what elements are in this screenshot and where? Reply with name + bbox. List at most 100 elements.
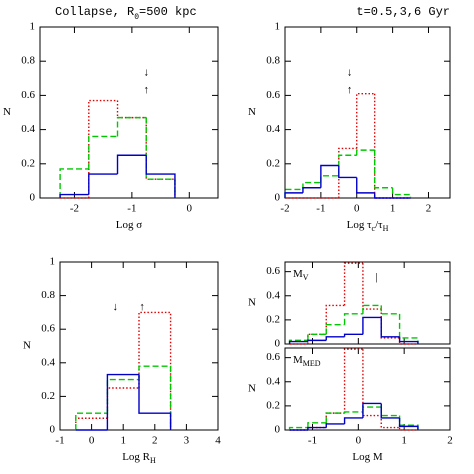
histogram-step: [380, 403, 400, 419]
x-axis-label-part: Log τ: [347, 219, 372, 231]
y-tick-label: 0.6: [266, 89, 280, 101]
histogram-step: [307, 422, 327, 428]
histogram-step: [325, 412, 345, 423]
histogram-step: [380, 305, 400, 315]
histogram-step: [380, 317, 400, 338]
histogram-step: [356, 177, 375, 194]
x-tick-label: 1: [120, 435, 126, 447]
y-axis-label: N: [23, 340, 31, 352]
y-tick-label: 0.4: [266, 123, 280, 135]
x-axis-label: Log M: [352, 451, 382, 463]
histogram-step: [373, 93, 393, 199]
x-tick-label: -1: [127, 203, 136, 215]
annotation-marker: ↑: [347, 84, 353, 96]
y-tick-label: 0.4: [41, 356, 55, 368]
histogram-step: [307, 426, 327, 430]
chart-title-part: t=0.5,3,6 Gyr: [356, 5, 450, 19]
y-tick-label: 0.2: [266, 313, 280, 325]
panel-label: MMED: [293, 354, 321, 369]
histogram-step: [343, 313, 363, 325]
y-tick-label: 0.2: [266, 399, 280, 411]
x-axis-label-part: c: [372, 224, 376, 233]
x-tick-label: 2: [152, 435, 158, 447]
y-tick-label: 0.2: [21, 157, 35, 169]
histogram-step: [325, 336, 345, 341]
annotation-marker: ↑: [139, 301, 145, 313]
panel-label-part: MED: [303, 359, 321, 368]
y-tick-label: 0.8: [266, 55, 280, 67]
annotation-marker: |: [376, 271, 378, 283]
x-axis-label: Log τc/τH: [347, 219, 389, 234]
y-axis-label: N: [248, 297, 256, 309]
histogram-step: [362, 316, 382, 335]
y-tick-label: 0.8: [21, 55, 35, 67]
histogram-step: [343, 333, 363, 337]
histogram-step: [362, 406, 382, 412]
histogram-step: [106, 387, 139, 419]
histogram-step: [362, 304, 382, 314]
histogram-step: [391, 187, 412, 198]
histogram-step: [138, 311, 172, 430]
histogram-step: [145, 117, 176, 198]
histogram-step: [373, 192, 393, 199]
histogram-step: [145, 155, 176, 198]
plot-frame: [284, 261, 451, 345]
chart-title: t=0.5,3,6 Gyr: [356, 5, 450, 19]
annotation-marker: ↑: [143, 84, 149, 96]
x-axis-label-part: H: [150, 456, 156, 465]
y-tick-label: 1: [50, 256, 56, 268]
chart-title: Collapse, R0=500 kpc: [55, 5, 197, 21]
plot-frame: [59, 261, 219, 431]
chart-title-part: =500 kpc: [139, 5, 197, 19]
histogram-step: [116, 100, 147, 119]
annotation-marker: ↓: [143, 67, 149, 79]
y-tick-label: 0: [275, 192, 281, 204]
x-axis-label-part: Log σ: [116, 219, 142, 231]
x-tick-label: -2: [70, 203, 79, 215]
chart-title-part: Collapse, R: [55, 5, 134, 19]
panel-label-part: M: [293, 268, 303, 280]
histogram-step: [343, 348, 363, 414]
x-axis-label-part: H: [383, 224, 389, 233]
y-tick-label: 0.4: [266, 289, 280, 301]
histogram-step: [398, 336, 419, 344]
chart-title-part: 0: [134, 13, 139, 22]
histogram-step: [302, 187, 321, 193]
histogram-step: [288, 426, 308, 430]
y-tick-label: 0: [30, 192, 36, 204]
histogram-step: [338, 154, 357, 176]
x-tick-label: 1: [390, 203, 396, 215]
histogram-step: [325, 412, 345, 428]
histogram-step: [116, 116, 147, 137]
x-axis-label-part: Log R: [122, 451, 150, 463]
y-tick-label: 0.6: [266, 351, 280, 363]
histogram-step: [88, 135, 118, 169]
x-tick-label: 0: [356, 435, 362, 447]
y-tick-label: 0.6: [266, 265, 280, 277]
histogram-step: [307, 333, 327, 344]
histogram-step: [325, 324, 345, 335]
annotation-marker: ↓: [113, 301, 119, 313]
x-tick-label: 0: [187, 203, 193, 215]
histogram-step: [362, 263, 382, 310]
plot-frame: [284, 26, 451, 199]
histogram-step: [398, 415, 419, 430]
histogram-step: [356, 149, 375, 156]
histogram-step: [325, 423, 345, 428]
histogram-step: [325, 304, 345, 335]
x-tick-label: -1: [316, 203, 325, 215]
x-tick-label: 0: [89, 435, 95, 447]
y-tick-label: 0: [275, 338, 281, 350]
histogram-step: [59, 193, 89, 198]
histogram-step: [138, 374, 172, 430]
y-tick-label: 0.6: [21, 89, 35, 101]
histogram-step: [338, 165, 357, 179]
histogram-step: [343, 411, 363, 414]
histogram-step: [338, 147, 357, 198]
y-axis-label: N: [3, 106, 11, 118]
histogram-step: [284, 192, 303, 198]
histogram-step: [307, 339, 327, 342]
histogram-step: [380, 415, 400, 429]
x-tick-label: 2: [426, 203, 432, 215]
